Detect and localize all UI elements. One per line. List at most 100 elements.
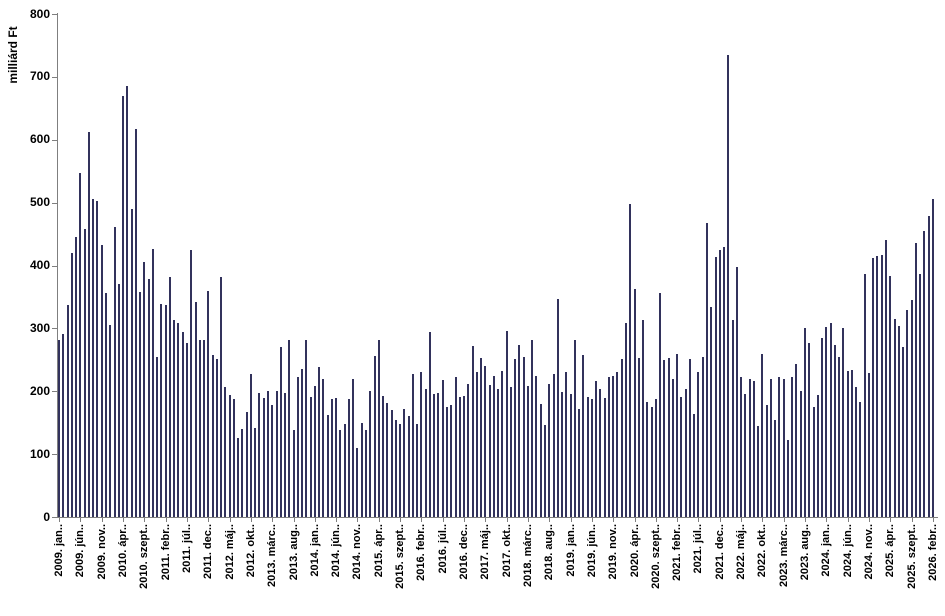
bar <box>245 411 248 517</box>
bar <box>744 393 747 517</box>
bar <box>569 393 572 517</box>
bar <box>70 252 73 517</box>
bar <box>688 358 691 517</box>
bar <box>365 429 367 517</box>
bar <box>846 370 849 517</box>
x-axis-tick <box>464 518 465 522</box>
bar <box>488 384 491 517</box>
bar <box>646 401 649 517</box>
y-axis-tick <box>52 77 57 78</box>
bar <box>859 401 862 517</box>
bar <box>727 54 730 517</box>
x-tick-label: 2015. szept.. <box>394 524 407 589</box>
y-tick-label: 700 <box>29 69 50 83</box>
bar <box>514 359 517 517</box>
x-axis-tick <box>379 518 380 522</box>
bar <box>343 423 346 517</box>
bar <box>369 390 372 517</box>
bar <box>424 388 427 517</box>
bar <box>663 360 666 517</box>
y-tick-label: 500 <box>29 195 50 209</box>
bar <box>931 199 934 517</box>
bar <box>382 396 385 517</box>
bar <box>79 173 82 517</box>
bar <box>531 340 534 517</box>
x-axis-tick <box>613 518 614 522</box>
bar <box>416 423 419 517</box>
x-tick-label: 2010. ápr.. <box>117 524 130 578</box>
x-tick-label: 2022. máj.. <box>735 524 748 580</box>
bar <box>262 398 265 517</box>
x-tick-label: 2024. nov.. <box>862 524 875 580</box>
x-tick-label: 2012. máj.. <box>223 524 236 580</box>
bar <box>185 343 188 517</box>
bar <box>501 371 504 517</box>
x-axis-tick <box>123 518 124 522</box>
x-axis-tick <box>443 518 444 522</box>
bar <box>356 447 359 517</box>
bar <box>411 373 414 517</box>
x-axis-tick <box>187 518 188 522</box>
bar <box>740 376 743 517</box>
bar <box>62 334 65 517</box>
bar <box>791 376 794 517</box>
bar <box>565 371 568 517</box>
bar <box>339 430 342 517</box>
bar <box>450 405 453 517</box>
bar <box>305 339 308 517</box>
bar <box>919 273 922 517</box>
x-tick-label: 2016. dec.. <box>458 524 471 580</box>
x-tick-label: 2021. dec.. <box>713 524 726 580</box>
bar <box>420 371 423 517</box>
bar <box>173 320 176 517</box>
x-tick-label: 2011. júl.. <box>180 524 193 573</box>
bar <box>761 353 764 517</box>
x-tick-label: 2020. ápr.. <box>628 524 641 578</box>
bar <box>914 243 917 517</box>
bar <box>757 426 760 517</box>
x-axis-tick <box>80 518 81 522</box>
y-axis-tick <box>52 517 57 518</box>
x-axis-tick <box>677 518 678 522</box>
bar <box>650 406 653 517</box>
bar <box>620 358 623 517</box>
bar <box>194 301 197 517</box>
bar <box>833 345 836 517</box>
bar <box>373 356 376 517</box>
bar <box>480 357 483 517</box>
bar <box>198 340 201 517</box>
bar <box>394 419 397 517</box>
bar <box>795 364 798 517</box>
y-tick-label: 0 <box>43 510 50 524</box>
bar <box>544 425 546 517</box>
x-tick-label: 2020. szept.. <box>649 524 662 589</box>
bar <box>838 357 841 517</box>
bar <box>330 398 333 517</box>
bar <box>718 249 721 517</box>
x-axis-tick <box>421 518 422 522</box>
bar <box>463 396 466 517</box>
y-axis-tick <box>52 391 57 392</box>
bar <box>203 340 206 517</box>
x-tick-label: 2017. okt.. <box>500 524 513 578</box>
bar <box>484 366 487 517</box>
bar <box>249 373 252 517</box>
bar <box>66 305 69 517</box>
bar <box>808 343 811 517</box>
bar <box>842 327 845 517</box>
bar <box>96 201 99 517</box>
bar <box>923 230 926 517</box>
x-tick-label: 2019. jún.. <box>585 524 598 578</box>
x-axis-tick <box>826 518 827 522</box>
bar <box>407 416 410 517</box>
x-tick-label: 2014. nov.. <box>351 524 364 580</box>
bar <box>821 338 824 517</box>
x-tick-label: 2013. aug.. <box>287 524 300 581</box>
bar <box>778 376 781 517</box>
bar <box>386 403 389 517</box>
bar <box>897 326 900 517</box>
y-tick-label: 200 <box>29 384 50 398</box>
y-axis-tick <box>52 140 57 141</box>
x-tick-label: 2019. nov.. <box>607 524 620 580</box>
bar <box>215 358 218 517</box>
